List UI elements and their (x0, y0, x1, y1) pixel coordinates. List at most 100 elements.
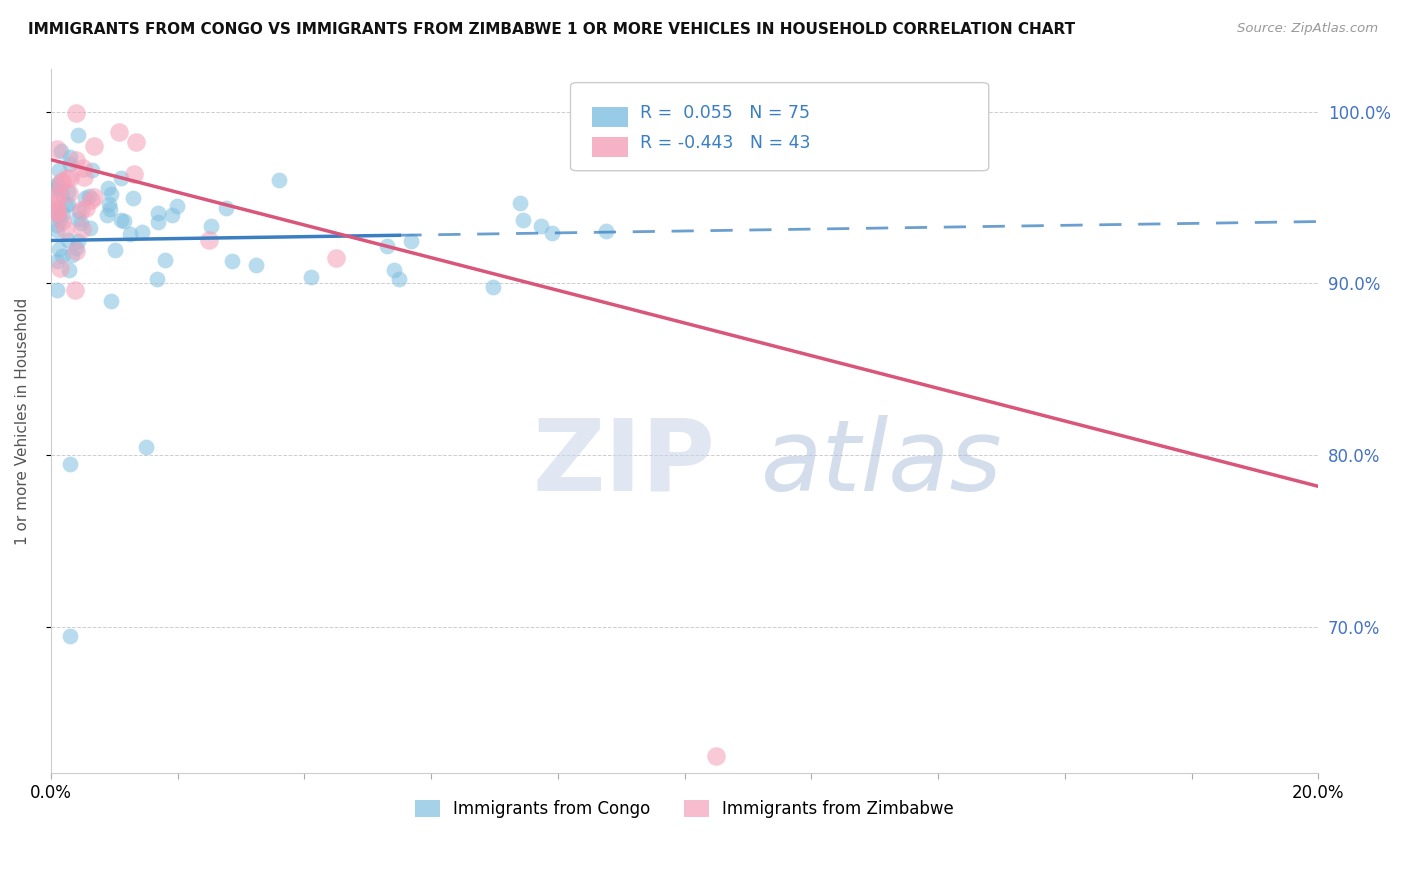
Point (46, 204, 69, 219)
Point (509, 195, 531, 210)
Point (46, 283, 69, 297)
Point (96, 208, 118, 222)
Point (51, 249, 73, 263)
Point (110, 213, 132, 227)
Text: ZIP: ZIP (533, 415, 716, 512)
Point (122, 167, 145, 181)
Point (198, 234, 221, 248)
Point (80, 194, 103, 208)
Point (160, 208, 183, 222)
Point (541, 226, 564, 240)
Point (135, 440, 157, 454)
Point (83, 139, 105, 153)
Point (79, 221, 101, 235)
Point (65, 153, 87, 167)
Point (512, 212, 534, 227)
Text: atlas: atlas (761, 415, 1002, 512)
Point (49, 261, 72, 276)
Point (56, 186, 79, 200)
Point (46, 188, 69, 202)
Point (46, 177, 69, 191)
Point (55, 171, 77, 186)
Point (52, 207, 75, 221)
Point (59, 457, 82, 471)
Point (46, 196, 69, 211)
Point (51, 186, 73, 201)
Point (65, 106, 87, 120)
Point (59, 629, 82, 643)
Point (98, 202, 121, 217)
Point (388, 272, 411, 286)
Point (245, 258, 267, 272)
Point (70, 203, 93, 218)
Point (79, 189, 101, 203)
Point (48, 243, 70, 257)
Point (97, 181, 120, 195)
Point (146, 272, 169, 286)
Point (56, 234, 79, 248)
Point (146, 206, 169, 220)
Point (46, 223, 69, 237)
Bar (592, 137, 627, 157)
Point (131, 225, 153, 239)
Text: R = -0.443   N = 43: R = -0.443 N = 43 (640, 135, 811, 153)
Point (46, 209, 69, 223)
Point (60, 248, 83, 262)
Point (200, 219, 222, 234)
Point (58, 196, 80, 211)
Y-axis label: 1 or more Vehicles in Household: 1 or more Vehicles in Household (15, 297, 30, 545)
Bar (592, 107, 627, 127)
Point (67, 128, 90, 143)
Point (58, 186, 80, 201)
Point (46, 181, 69, 195)
Point (75, 191, 97, 205)
Point (73, 169, 96, 184)
Point (46, 179, 69, 194)
Point (704, 749, 727, 764)
Point (75, 201, 97, 215)
Point (104, 243, 127, 257)
Point (51, 174, 73, 188)
Point (53, 222, 76, 236)
Point (59, 171, 82, 186)
Point (51, 144, 73, 158)
Point (384, 262, 406, 277)
Point (58, 263, 80, 277)
Point (46, 203, 69, 218)
Point (377, 239, 399, 253)
Point (70, 216, 93, 230)
Point (82, 162, 104, 177)
Point (166, 199, 188, 213)
Point (55, 198, 77, 212)
Point (70, 222, 93, 236)
Legend: Immigrants from Congo, Immigrants from Zimbabwe: Immigrants from Congo, Immigrants from Z… (408, 794, 960, 825)
Point (595, 224, 617, 238)
Point (299, 270, 322, 285)
Point (125, 135, 148, 149)
Point (46, 219, 69, 233)
Point (51, 214, 73, 228)
Point (482, 280, 505, 294)
Point (46, 202, 69, 217)
Point (59, 157, 82, 171)
FancyBboxPatch shape (571, 83, 988, 170)
Point (48, 162, 70, 177)
Point (49, 212, 72, 227)
Point (67, 234, 90, 248)
Point (46, 205, 69, 219)
Point (46, 204, 69, 219)
Point (215, 202, 238, 216)
Point (46, 254, 69, 268)
Point (530, 219, 553, 233)
Point (65, 241, 87, 255)
Text: Source: ZipAtlas.com: Source: ZipAtlas.com (1237, 22, 1378, 36)
Point (118, 227, 141, 241)
Point (221, 254, 243, 268)
Point (100, 187, 122, 202)
Point (121, 191, 143, 205)
Point (72, 161, 94, 176)
Point (146, 215, 169, 229)
Point (325, 251, 347, 265)
Point (153, 252, 176, 267)
Point (59, 150, 82, 164)
